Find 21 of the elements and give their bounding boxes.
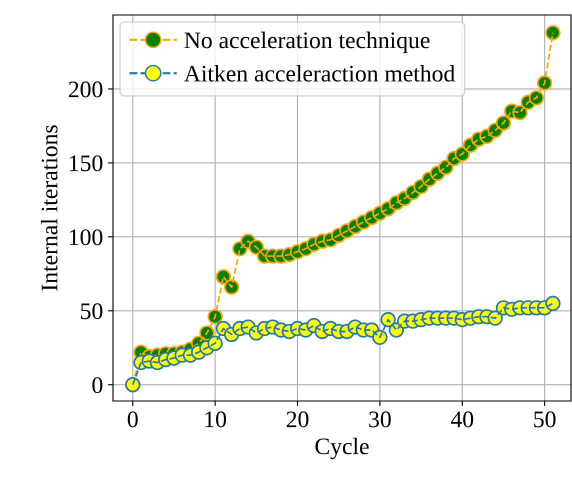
point: [528, 90, 544, 106]
x-tick-label: 0: [128, 411, 138, 428]
point: [545, 25, 560, 40]
x-tick-label: 20: [286, 411, 308, 428]
x-tick-label: 10: [205, 411, 226, 428]
x-axis-title: Cycle: [315, 438, 369, 460]
y-tick-label: 200: [68, 81, 102, 98]
point: [537, 75, 552, 91]
point: [545, 296, 560, 311]
point: [224, 280, 240, 295]
y-axis-title: Internal iterations: [40, 125, 58, 291]
y-tick-label: 0: [92, 377, 102, 394]
legend-label: Aitken acceleraction method: [184, 65, 455, 82]
x-tick-label: 40: [450, 411, 474, 428]
x-tick-label: 50: [534, 411, 556, 428]
point: [496, 115, 512, 131]
legend-label: No acceleration technique: [184, 32, 430, 54]
x-tick-label: 30: [369, 411, 391, 428]
y-tick-label: 50: [81, 303, 102, 320]
y-tick-label: 150: [70, 155, 102, 172]
y-tick-label: 100: [70, 229, 102, 246]
